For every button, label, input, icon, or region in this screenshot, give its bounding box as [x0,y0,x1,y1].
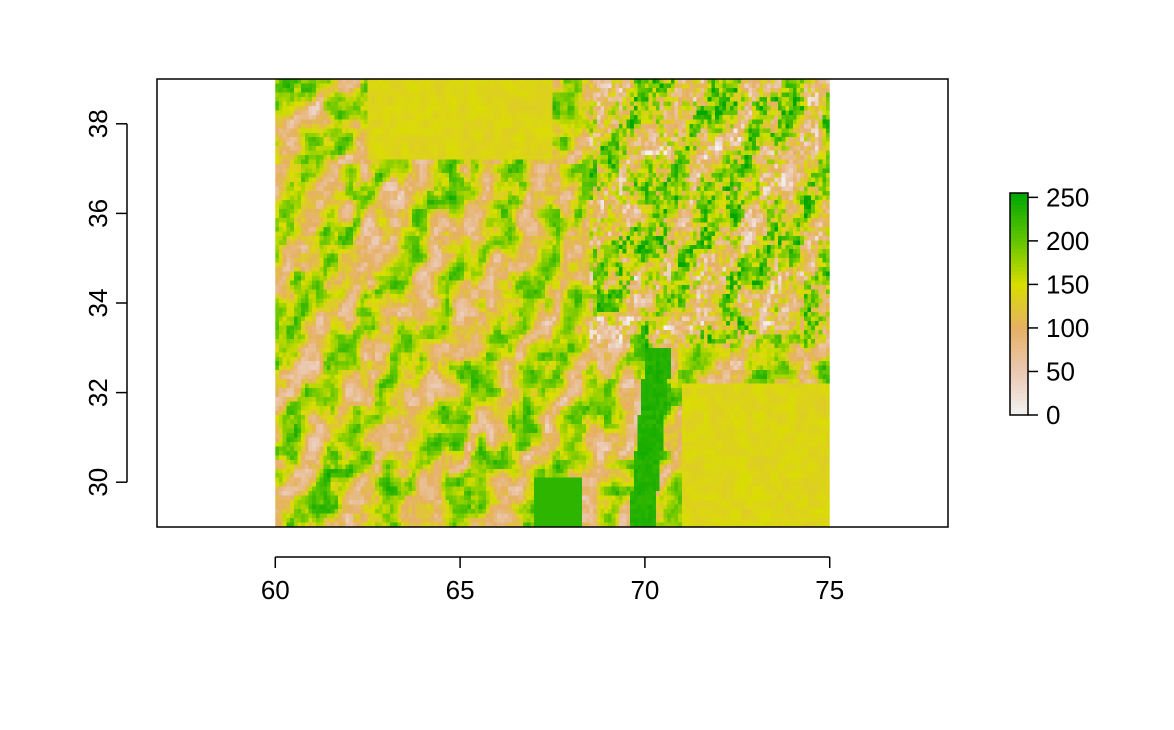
legend-color-step [1010,389,1028,394]
legend-color-step [1010,211,1028,216]
legend-color-step [1010,292,1028,298]
legend-color-step [1010,326,1028,331]
plot-frame [156,78,949,528]
legend-tick-label: 0 [1046,400,1060,430]
legend-tick-label: 150 [1046,269,1089,299]
legend-color-step [1010,378,1028,383]
legend-color-step [1010,344,1028,349]
y-tick-label: 36 [83,199,113,228]
legend-color-step [1010,230,1028,235]
y-tick-label: 34 [83,289,113,318]
raster-cells [275,79,830,527]
legend-color-step [1010,359,1028,364]
color-legend: 0 50 100 150 200 250 [1009,182,1089,430]
legend-color-step [1010,300,1028,305]
legend-color-step [1010,259,1028,264]
legend-color-step [1010,200,1028,205]
legend-color-step [1010,304,1028,309]
legend-color-step [1010,341,1028,346]
legend-color-step [1010,248,1028,253]
legend-color-step [1010,400,1028,405]
legend-color-step [1010,333,1028,338]
legend-color-step [1010,370,1028,375]
raster-image [275,79,830,527]
legend-color-step [1010,263,1028,268]
legend-tick-label: 50 [1046,356,1075,386]
legend-color-step [1010,403,1028,409]
legend-color-step [1010,196,1028,201]
legend-color-step [1010,411,1028,416]
legend-tick-label: 100 [1046,313,1089,343]
legend-color-step [1010,307,1028,312]
legend-color-step [1010,363,1028,368]
legend-color-step [1010,222,1028,227]
legend-color-step [1010,366,1028,372]
legend-color-step [1010,374,1028,379]
x-axis: 60 65 70 75 [261,556,844,605]
legend-color-step [1010,322,1028,327]
legend-color-step [1010,315,1028,320]
legend-color-step [1010,385,1028,390]
legend-color-step [1010,244,1028,250]
legend-color-step [1010,193,1028,198]
legend-color-step [1010,285,1028,290]
legend-color-step [1010,407,1028,412]
y-tick-label: 30 [83,468,113,497]
legend-box [1009,192,1029,416]
legend-color-step [1010,278,1028,283]
legend-color-step [1010,352,1028,357]
x-tick-label: 70 [630,575,659,605]
legend-color-step [1010,392,1028,398]
legend-color-step [1010,318,1028,324]
legend-color-step [1010,329,1028,335]
legend-color-step [1010,270,1028,275]
legend-color-step [1010,215,1028,220]
legend-color-step [1010,289,1028,294]
y-tick-label: 32 [83,378,113,407]
legend-tick-label: 250 [1046,182,1089,212]
legend-color-step [1010,381,1028,386]
legend-color-step [1010,311,1028,316]
legend-color-step [1010,355,1028,361]
legend-color-step [1010,267,1028,272]
legend-color-step [1010,255,1028,261]
y-axis: 30 32 34 36 38 [83,109,128,497]
legend-tick-label: 200 [1046,226,1089,256]
legend-color-step [1010,281,1028,287]
legend-color-step [1010,252,1028,257]
legend-color-step [1010,348,1028,353]
legend-color-step [1010,233,1028,238]
legend-color-step [1010,237,1028,242]
legend-color-step [1010,274,1028,279]
legend-color-step [1010,396,1028,401]
legend-color-step [1010,218,1028,224]
x-tick-label: 60 [261,575,290,605]
legend-color-step [1010,241,1028,246]
legend-color-step [1010,207,1028,213]
legend-color-step [1010,296,1028,301]
legend-color-step [1010,204,1028,209]
x-tick-label: 75 [815,575,844,605]
x-tick-label: 65 [446,575,475,605]
legend-color-step [1010,226,1028,231]
legend-color-step [1010,337,1028,342]
y-tick-label: 38 [83,109,113,138]
